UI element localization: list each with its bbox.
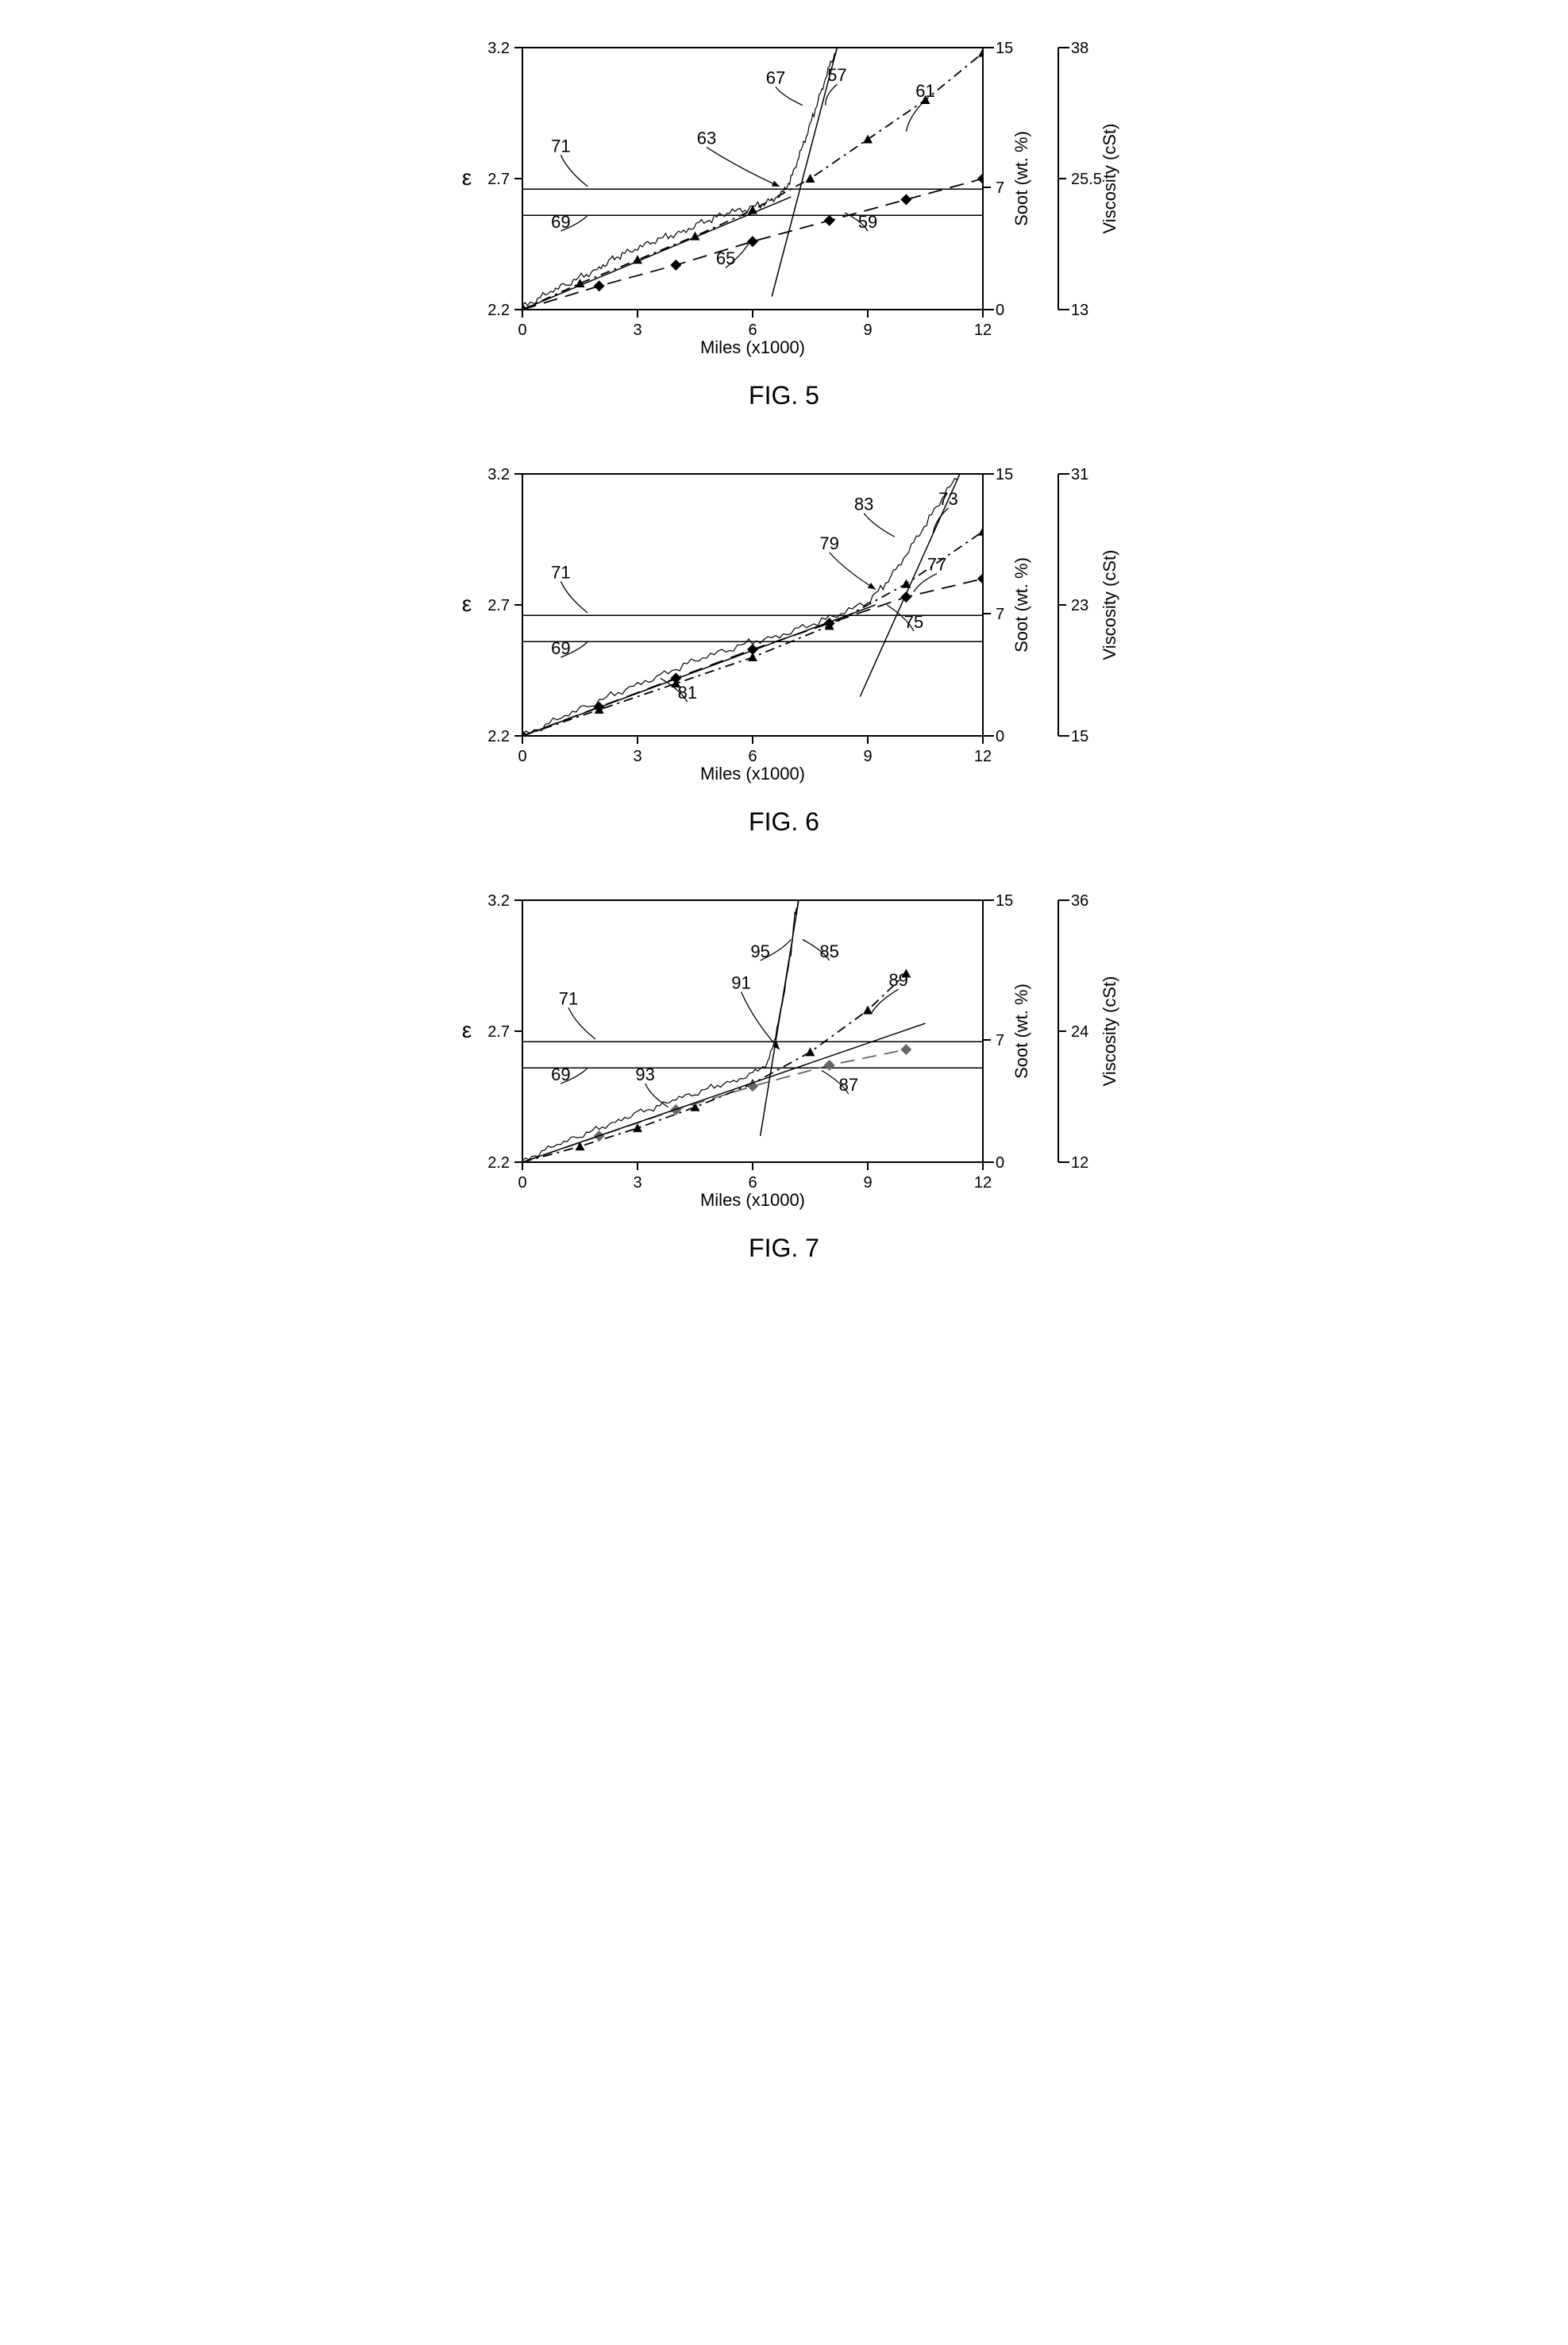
svg-text:38: 38 (1071, 40, 1088, 57)
svg-text:61: 61 (915, 81, 934, 101)
svg-text:83: 83 (853, 495, 873, 514)
svg-text:71: 71 (551, 562, 570, 582)
figure-5-caption: FIG. 5 (427, 381, 1142, 410)
svg-text:9: 9 (863, 322, 872, 339)
svg-text:25.5: 25.5 (1071, 171, 1102, 188)
svg-text:6: 6 (748, 322, 757, 339)
svg-text:Viscosity (cSt): Viscosity (cSt) (1100, 550, 1119, 660)
svg-text:79: 79 (819, 533, 838, 553)
svg-text:87: 87 (838, 1075, 857, 1095)
svg-text:7: 7 (996, 1032, 1004, 1049)
svg-text:75: 75 (903, 612, 923, 632)
figure-5: 036912Miles (x1000)2.22.73.2ε0715Soot (w… (427, 32, 1142, 410)
svg-text:3.2: 3.2 (487, 892, 510, 910)
svg-text:69: 69 (551, 638, 570, 658)
svg-text:Viscosity (cSt): Viscosity (cSt) (1100, 124, 1119, 234)
svg-text:69: 69 (551, 1065, 570, 1084)
svg-text:15: 15 (996, 40, 1013, 57)
svg-text:69: 69 (551, 212, 570, 232)
svg-text:31: 31 (1071, 466, 1088, 483)
svg-text:9: 9 (863, 1174, 872, 1192)
svg-text:Soot (wt. %): Soot (wt. %) (1011, 984, 1031, 1079)
svg-text:ε: ε (461, 165, 471, 190)
svg-text:0: 0 (996, 302, 1004, 319)
svg-text:3.2: 3.2 (487, 40, 510, 57)
svg-text:15: 15 (996, 892, 1013, 910)
svg-text:3: 3 (633, 748, 641, 765)
svg-text:65: 65 (715, 248, 734, 268)
svg-text:59: 59 (857, 212, 876, 232)
svg-text:6: 6 (748, 1174, 757, 1192)
svg-text:57: 57 (827, 65, 846, 85)
svg-text:Miles (x1000): Miles (x1000) (699, 764, 804, 784)
svg-text:12: 12 (973, 748, 991, 765)
figure-7-caption: FIG. 7 (427, 1234, 1142, 1263)
svg-text:13: 13 (1071, 302, 1088, 319)
svg-text:2.2: 2.2 (487, 1154, 510, 1172)
svg-text:3: 3 (633, 322, 641, 339)
svg-text:2.7: 2.7 (487, 1023, 510, 1041)
svg-text:Soot (wt. %): Soot (wt. %) (1011, 557, 1031, 653)
svg-text:2.7: 2.7 (487, 171, 510, 188)
svg-text:2.2: 2.2 (487, 728, 510, 745)
figure-6: 036912Miles (x1000)2.22.73.2ε0715Soot (w… (427, 458, 1142, 837)
svg-text:67: 67 (765, 68, 784, 88)
chart-5: 036912Miles (x1000)2.22.73.2ε0715Soot (w… (427, 32, 1142, 365)
svg-text:0: 0 (996, 1154, 1004, 1172)
svg-text:91: 91 (731, 973, 750, 993)
figure-6-caption: FIG. 6 (427, 807, 1142, 837)
svg-text:0: 0 (518, 748, 526, 765)
svg-text:63: 63 (696, 128, 715, 148)
chart-7: 036912Miles (x1000)2.22.73.2ε0715Soot (w… (427, 884, 1142, 1218)
svg-text:2.7: 2.7 (487, 597, 510, 614)
svg-text:36: 36 (1071, 892, 1088, 910)
svg-text:71: 71 (551, 136, 570, 156)
svg-text:3.2: 3.2 (487, 466, 510, 483)
chart-6: 036912Miles (x1000)2.22.73.2ε0715Soot (w… (427, 458, 1142, 791)
svg-text:Miles (x1000): Miles (x1000) (699, 1190, 804, 1210)
svg-text:7: 7 (996, 179, 1004, 197)
svg-text:73: 73 (938, 489, 957, 509)
svg-text:12: 12 (973, 322, 991, 339)
svg-text:81: 81 (677, 683, 696, 703)
svg-text:ε: ε (461, 591, 471, 616)
svg-text:7: 7 (996, 606, 1004, 623)
svg-text:15: 15 (996, 466, 1013, 483)
svg-text:23: 23 (1071, 597, 1088, 614)
svg-text:15: 15 (1071, 728, 1088, 745)
svg-text:3: 3 (633, 1174, 641, 1192)
svg-text:24: 24 (1071, 1023, 1088, 1041)
svg-text:Viscosity (cSt): Viscosity (cSt) (1100, 976, 1119, 1087)
svg-text:12: 12 (1071, 1154, 1088, 1172)
svg-text:93: 93 (635, 1065, 654, 1084)
svg-text:ε: ε (461, 1018, 471, 1042)
svg-text:Miles (x1000): Miles (x1000) (699, 337, 804, 357)
svg-text:0: 0 (518, 1174, 526, 1192)
svg-text:95: 95 (750, 941, 769, 961)
svg-text:0: 0 (996, 728, 1004, 745)
svg-text:71: 71 (558, 988, 577, 1008)
svg-text:9: 9 (863, 748, 872, 765)
svg-text:12: 12 (973, 1174, 991, 1192)
figure-7: 036912Miles (x1000)2.22.73.2ε0715Soot (w… (427, 884, 1142, 1263)
svg-text:2.2: 2.2 (487, 302, 510, 319)
svg-text:0: 0 (518, 322, 526, 339)
svg-text:85: 85 (819, 941, 838, 961)
svg-text:Soot (wt. %): Soot (wt. %) (1011, 131, 1031, 226)
svg-text:89: 89 (888, 970, 907, 990)
svg-text:6: 6 (748, 748, 757, 765)
svg-text:77: 77 (927, 554, 946, 574)
